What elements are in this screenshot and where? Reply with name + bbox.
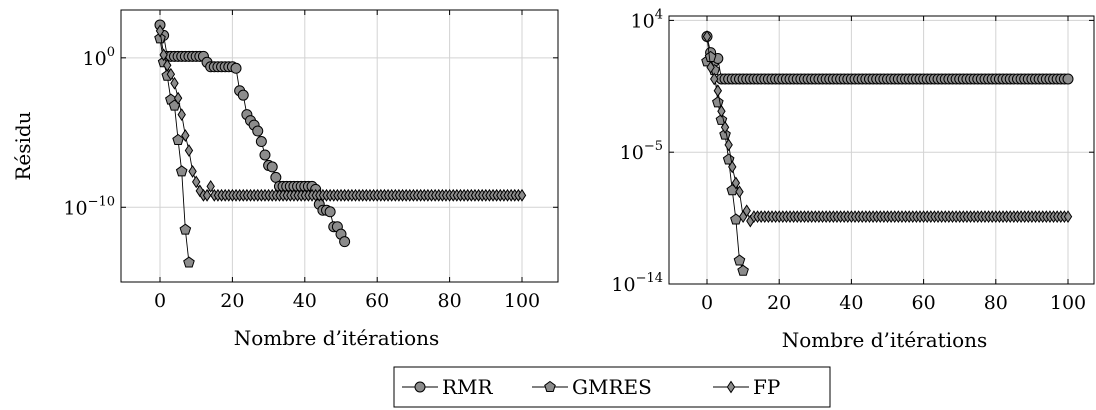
legend-entry-fp: FP xyxy=(713,375,780,399)
series-line xyxy=(706,36,1068,222)
data-point xyxy=(339,236,351,248)
data-point xyxy=(177,108,186,122)
data-point xyxy=(181,129,190,142)
data-point xyxy=(731,176,741,190)
series-layer xyxy=(701,30,1074,276)
data-point xyxy=(206,179,215,193)
x-axis-label: Nombre d’itérations xyxy=(234,326,440,350)
data-point xyxy=(255,136,267,148)
data-point xyxy=(713,84,723,98)
series-gmres xyxy=(701,50,749,276)
data-point xyxy=(154,32,166,44)
x-tick-label: 20 xyxy=(220,290,244,312)
legend-entry-gmres: GMRES xyxy=(532,375,652,399)
legend-label: GMRES xyxy=(572,375,652,399)
data-point xyxy=(719,128,731,140)
data-point xyxy=(735,185,744,199)
data-point xyxy=(728,160,737,174)
data-point xyxy=(706,60,715,74)
plot-frame xyxy=(120,9,559,283)
series-layer xyxy=(154,19,527,268)
data-point xyxy=(259,149,271,161)
data-point xyxy=(733,254,746,266)
data-point xyxy=(730,213,742,225)
x-tick-label: 0 xyxy=(701,292,713,314)
data-point xyxy=(155,24,165,38)
data-point xyxy=(517,188,527,202)
data-point xyxy=(742,204,751,218)
x-tick-label: 100 xyxy=(504,290,540,312)
legend: RMR GMRES FP xyxy=(393,366,831,408)
data-point xyxy=(702,30,712,43)
legend-marker xyxy=(414,381,426,393)
legend-label: RMR xyxy=(442,375,494,399)
right-panel: 0 20 40 60 80 100 104 10−5 10−14 Nombre d’itérati… xyxy=(611,7,1095,352)
data-point xyxy=(202,188,212,202)
data-point xyxy=(724,138,733,152)
x-axis-label: Nombre d’itérations xyxy=(782,328,988,352)
data-point xyxy=(179,223,192,235)
series-rmr xyxy=(154,19,351,248)
data-point xyxy=(1063,210,1073,224)
data-point xyxy=(237,89,249,101)
data-point xyxy=(720,120,730,134)
x-tick-label: 80 xyxy=(438,290,462,312)
x-tick-label: 80 xyxy=(984,292,1008,314)
y-axis-label: Résidu xyxy=(11,111,35,180)
data-point xyxy=(710,72,719,86)
series-line xyxy=(159,30,522,196)
x-tick-label: 0 xyxy=(154,290,166,312)
left-panel: 0 20 40 60 80 100 100 10−10 Nombre d’itérations R… xyxy=(11,9,559,350)
x-tick-label: 40 xyxy=(293,290,317,312)
y-tick-label: 10−10 xyxy=(63,194,115,219)
data-point xyxy=(184,144,194,157)
series-fp xyxy=(155,24,527,202)
data-point xyxy=(737,264,749,276)
x-tick-label: 60 xyxy=(912,292,936,314)
legend-box xyxy=(393,366,831,408)
data-point xyxy=(717,104,726,118)
data-point xyxy=(192,175,201,189)
data-point xyxy=(230,62,242,74)
data-point xyxy=(172,133,184,145)
data-point xyxy=(163,58,172,72)
data-point xyxy=(188,164,197,178)
legend-marker xyxy=(726,380,736,394)
data-point xyxy=(252,125,264,137)
series-rmr xyxy=(701,31,1074,85)
data-point xyxy=(183,256,195,268)
y-tick-label: 10−14 xyxy=(611,271,663,296)
plot-frame xyxy=(668,15,1095,285)
data-point xyxy=(1062,73,1074,85)
x-tick-label: 40 xyxy=(839,292,863,314)
data-point xyxy=(175,165,188,177)
data-point xyxy=(170,76,179,90)
y-tick-label: 100 xyxy=(83,45,115,70)
data-point xyxy=(266,161,278,173)
legend-marker xyxy=(544,380,556,392)
data-point xyxy=(324,206,336,218)
series-fp xyxy=(702,30,1073,228)
data-point xyxy=(159,48,168,62)
x-tick-label: 60 xyxy=(365,290,389,312)
y-tick-label: 104 xyxy=(631,7,663,32)
legend-entry-rmr: RMR xyxy=(402,375,494,399)
y-tick-label: 10−5 xyxy=(620,139,663,164)
legend-label: FP xyxy=(753,375,780,399)
series-line xyxy=(706,36,1068,80)
x-tick-label: 20 xyxy=(767,292,791,314)
data-point xyxy=(173,91,183,105)
x-tick-label: 100 xyxy=(1050,292,1086,314)
data-point xyxy=(166,67,176,81)
grid xyxy=(669,16,1094,285)
